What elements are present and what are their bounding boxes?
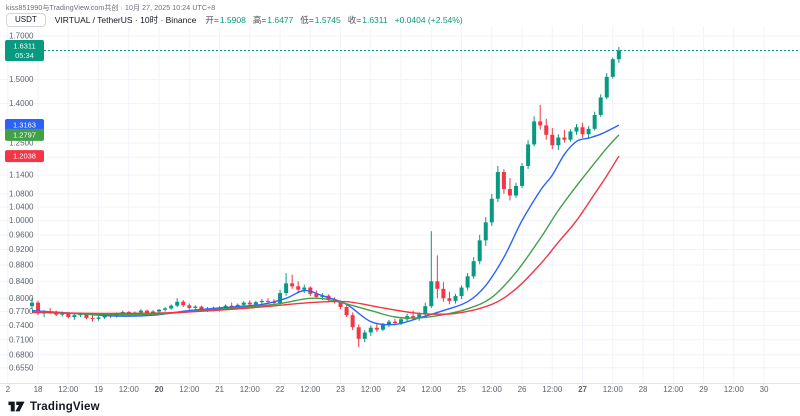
svg-text:12:00: 12:00 (663, 385, 684, 394)
svg-text:0.6550: 0.6550 (9, 363, 34, 372)
ma-line-0[interactable] (31, 124, 620, 326)
symbol-title[interactable]: VIRTUAL / TetherUS · 10时 · Binance (54, 15, 197, 25)
svg-text:0.6800: 0.6800 (9, 350, 34, 359)
svg-text:1.4000: 1.4000 (9, 99, 34, 108)
svg-text:12:00: 12:00 (300, 385, 321, 394)
svg-text:12:00: 12:00 (240, 385, 261, 394)
svg-text:12:00: 12:00 (542, 385, 563, 394)
svg-text:30: 30 (760, 385, 769, 394)
svg-text:23: 23 (336, 385, 345, 394)
svg-text:0.8000: 0.8000 (9, 294, 34, 303)
svg-text:26: 26 (518, 385, 527, 394)
tradingview-logo[interactable]: TradingView (8, 400, 100, 413)
svg-text:1.1400: 1.1400 (9, 171, 34, 180)
svg-text:20: 20 (155, 385, 164, 394)
svg-text:0.9200: 0.9200 (9, 245, 34, 254)
svg-text:1.0400: 1.0400 (9, 202, 34, 211)
svg-text:12:00: 12:00 (482, 385, 503, 394)
moving-averages (31, 49, 800, 326)
ohlc-legend: 开= 1.5908 高= 1.6477 低= 1.5745 收= 1.6311 +0.0… (205, 14, 462, 26)
quote-currency-badge[interactable]: USDT (6, 13, 46, 27)
svg-text:12:00: 12:00 (58, 385, 79, 394)
svg-text:12:00: 12:00 (724, 385, 745, 394)
svg-text:1.6311: 1.6311 (13, 41, 35, 50)
svg-text:18: 18 (34, 385, 43, 394)
tradingview-wordmark: TradingView (30, 400, 100, 413)
svg-text:21: 21 (215, 385, 224, 394)
price-change: +0.0404 (+2.54%) (394, 15, 463, 25)
svg-text:0.7100: 0.7100 (9, 335, 34, 344)
svg-text:1.2038: 1.2038 (13, 152, 36, 161)
attribution-text: kiss851990与TradingView.com共创 · 10月 27, 2… (6, 5, 216, 12)
svg-text:0.7400: 0.7400 (9, 321, 34, 330)
svg-text:0.9600: 0.9600 (9, 230, 34, 239)
ohlc-low: 低= 1.5745 (300, 15, 341, 25)
svg-text:12:00: 12:00 (179, 385, 200, 394)
svg-text:0.8800: 0.8800 (9, 261, 34, 270)
svg-text:0.7700: 0.7700 (9, 307, 34, 316)
tradingview-logo-icon (8, 401, 25, 412)
svg-text:1.0000: 1.0000 (9, 216, 34, 225)
ma-line-2[interactable] (31, 155, 620, 315)
candle-series (30, 46, 621, 348)
ma-price-tag: 1.2797 (5, 128, 44, 141)
svg-text:25: 25 (457, 385, 466, 394)
svg-text:1.5000: 1.5000 (9, 75, 34, 84)
svg-text:12:00: 12:00 (119, 385, 140, 394)
grid (0, 26, 800, 384)
svg-text:12:00: 12:00 (421, 385, 442, 394)
ma-line-1[interactable] (31, 134, 620, 319)
ma-price-tag: 1.3163 (5, 119, 44, 132)
svg-text:22: 22 (276, 385, 285, 394)
svg-text:12:00: 12:00 (361, 385, 382, 394)
svg-text:1.2500: 1.2500 (9, 139, 34, 148)
svg-text:28: 28 (639, 385, 648, 394)
svg-text:0.8400: 0.8400 (9, 277, 34, 286)
svg-text:1.3163: 1.3163 (13, 121, 36, 130)
svg-text:19: 19 (94, 385, 103, 394)
ohlc-open: 开= 1.5908 (205, 15, 246, 25)
svg-text:12:00: 12:00 (603, 385, 624, 394)
ohlc-high: 高= 1.6477 (252, 15, 294, 25)
ma-price-tag: 1.2038 (5, 150, 44, 163)
svg-text:1.2797: 1.2797 (13, 130, 36, 139)
ohlc-close: 收= 1.6311 (347, 15, 388, 25)
time-axis[interactable]: 2 18 12:00 19 12:00 20 12:00 21 12:00 22 12:00 23 12… (6, 385, 769, 394)
symbol-bar: USDT VIRTUAL / TetherUS · 10时 · Binance … (6, 13, 463, 27)
svg-text:27: 27 (578, 385, 587, 394)
svg-text:24: 24 (397, 385, 406, 394)
svg-text:05:34: 05:34 (15, 51, 34, 60)
svg-text:1.7000: 1.7000 (9, 32, 34, 41)
price-axis[interactable]: 1.7000 1.5000 1.4000 1.2500 1.1400 1.0800 1.04… (5, 32, 44, 373)
svg-text:2: 2 (6, 385, 11, 394)
svg-text:1.0800: 1.0800 (9, 189, 34, 198)
svg-text:29: 29 (699, 385, 708, 394)
